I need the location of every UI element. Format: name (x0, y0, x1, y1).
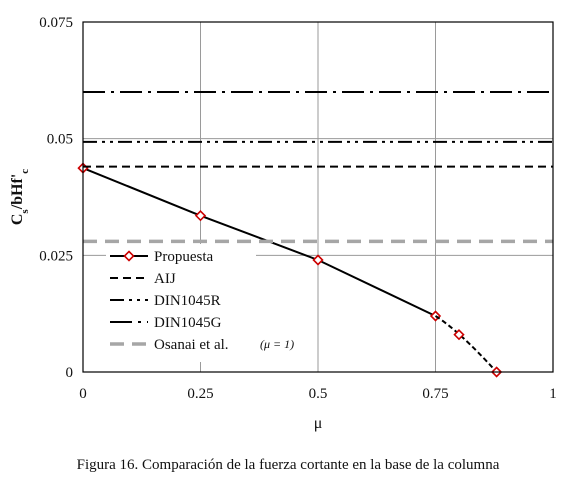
legend-background (106, 244, 256, 362)
series-line (434, 315, 498, 373)
legend-label: Propuesta (154, 249, 214, 265)
series-line (82, 167, 436, 317)
legend-label: DIN1045G (154, 315, 222, 331)
y-tick-label: 0 (66, 365, 74, 381)
series-extension (434, 315, 503, 378)
data-point (194, 210, 207, 222)
data-point (453, 329, 465, 341)
legend-label: Osanai et al. (154, 337, 229, 353)
plot-frame (82, 21, 554, 373)
y-tick-label: 0.025 (39, 248, 73, 264)
data-point (312, 254, 324, 266)
x-tick-label: 0.75 (422, 386, 448, 402)
y-axis-label-text: Cs/bHf'c (9, 169, 31, 225)
figure-caption: Figura 16. Comparación de la fuerza cort… (76, 457, 500, 473)
legend-marker (123, 250, 135, 262)
x-tick-label: 1 (549, 386, 557, 402)
tick-labels: 0 0.25 0.5 0.75 1 0 0.025 0.05 0.075 (39, 15, 557, 402)
series-layer (77, 91, 553, 378)
x-tick-label: 0.25 (187, 386, 213, 402)
y-axis-label: Cs/bHf'c (9, 169, 31, 225)
legend-note: (μ = 1) (260, 337, 294, 351)
y-tick-label: 0.05 (47, 132, 73, 148)
legend-label: AIJ (154, 271, 176, 287)
legend-label: DIN1045R (154, 293, 221, 309)
legend: Propuesta AIJ DIN1045R DIN1045G Osanai et al… (106, 244, 294, 362)
x-axis-label: μ (314, 415, 323, 432)
y-tick-label: 0.075 (39, 15, 73, 31)
x-tick-label: 0 (79, 386, 87, 402)
x-tick-label: 0.5 (309, 386, 328, 402)
